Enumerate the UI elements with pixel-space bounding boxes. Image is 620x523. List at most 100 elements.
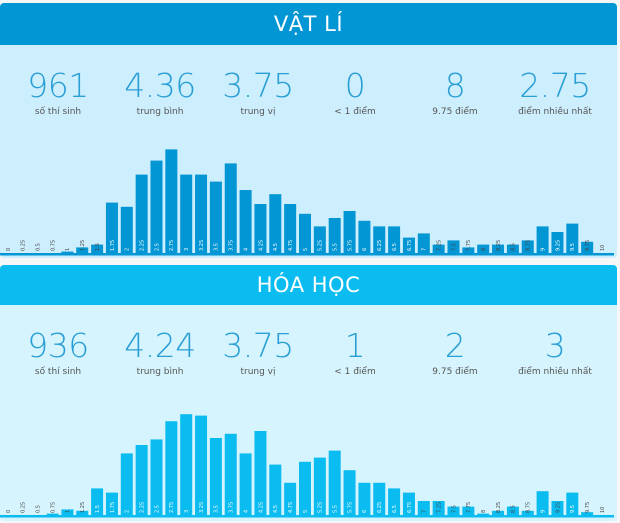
bar-4.75 (284, 482, 297, 515)
stats-row: 936 số thí sinh 4.24 trung bình 3.75 trung … (0, 305, 617, 395)
tick-label: 3.75 (229, 502, 235, 513)
stat-candidates: 961 số thí sinh (3, 67, 113, 118)
tick-label: 3 (184, 510, 190, 513)
stat-candidates: 936 số thí sinh (3, 326, 113, 378)
tick-label: 4.5 (273, 243, 279, 251)
tick-label: 9.25 (555, 240, 561, 251)
tick-label: 2.5 (154, 243, 160, 251)
tick-label: 1.5 (95, 505, 101, 513)
tick-label: 2 (125, 510, 131, 513)
bar-7.75 (462, 247, 475, 253)
tick-label: 0.5 (36, 505, 42, 513)
stat-value: 3.75 (222, 66, 294, 105)
stat-mode: 3 điểm nhiều nhất (500, 326, 610, 378)
tick-label: 6.25 (377, 240, 383, 251)
tick-label: 9 (540, 510, 546, 513)
tick-label: 0.25 (21, 240, 27, 251)
stat-label: trung vị (240, 367, 276, 377)
bar-8.75 (521, 510, 534, 515)
tick-label: 1 (65, 248, 71, 251)
bar-3 (180, 174, 193, 253)
histogram-chemistry: 0 0.25 0.5 0.75 1 1.25 1.5 1.75 2 2.25 2.5 2.75 3 3.2… (0, 414, 614, 518)
stat-value: 3 (544, 326, 566, 365)
bar-5.5 (328, 450, 341, 515)
stat-label: < 1 điểm (334, 367, 376, 377)
stat-label: trung vị (240, 107, 276, 117)
bar-3.25 (195, 415, 208, 515)
bar-6 (358, 482, 371, 515)
bar-8 (477, 244, 490, 253)
bar-7.75 (462, 506, 475, 515)
tick-label: 2 (125, 248, 131, 251)
tick-label: 5.25 (318, 502, 324, 513)
stat-value: 2 (444, 326, 466, 365)
stat-value: 0 (344, 66, 366, 105)
bar-8.75 (521, 240, 534, 253)
bar-4.25 (254, 431, 267, 515)
stat-975: 2 9.75 điểm (400, 326, 510, 378)
tick-label: 1.5 (95, 243, 101, 251)
tick-label: 8.5 (511, 243, 517, 251)
tick-label: 3.25 (199, 502, 205, 513)
tick-label: 0.5 (36, 243, 42, 251)
stat-label: số thí sinh (34, 107, 82, 117)
tick-label: 6.75 (407, 240, 413, 251)
bar-3.5 (209, 438, 222, 515)
tick-label: 4.25 (258, 502, 264, 513)
bar-5.25 (313, 226, 326, 253)
stat-value: 936 (27, 326, 89, 365)
bar-3.75 (224, 163, 237, 253)
tick-label: 7.5 (451, 505, 457, 513)
tick-label: 8 (481, 510, 487, 513)
panel-title: VẬT LÍ (0, 3, 617, 45)
bar-8.5 (506, 506, 519, 515)
tick-label: 0.25 (21, 502, 27, 513)
tick-label: 1.75 (110, 502, 116, 513)
bar-5.75 (343, 211, 356, 253)
tick-label: 6 (362, 248, 368, 251)
physics-panel: VẬT LÍ 961 số thí sinh 4.36 trung bình 3.7… (0, 3, 617, 258)
histogram-physics: 0 0.25 0.5 0.75 1 1.25 1.5 1.75 2 2.25 2.5 2.75 3 3.2… (0, 149, 614, 256)
stat-label: số thí sinh (34, 367, 82, 377)
stat-label: trung bình (136, 107, 184, 117)
bar-1.25 (76, 510, 89, 515)
bar-7.5 (447, 506, 460, 515)
tick-label: 6.75 (407, 502, 413, 513)
stat-median: 3.75 trung vị (203, 326, 313, 378)
tick-label: 6.5 (392, 243, 398, 251)
tick-label: 8.5 (511, 505, 517, 513)
bar-1 (61, 251, 74, 253)
bar-5.5 (328, 218, 341, 253)
stat-below-1: 0 < 1 điểm (300, 66, 410, 118)
x-axis-line (0, 253, 614, 256)
bar-6.5 (388, 226, 401, 253)
bar-2.5 (150, 160, 163, 253)
tick-label: 4.75 (288, 240, 294, 251)
bar-5.25 (313, 457, 326, 515)
bar-5 (299, 461, 311, 515)
bar-6.25 (373, 482, 386, 515)
bar-4.5 (269, 464, 282, 515)
tick-label: 6.5 (392, 505, 398, 513)
bar-9.75 (581, 512, 594, 515)
tick-label: 9.75 (585, 502, 591, 513)
stat-value: 4.24 (124, 326, 196, 365)
tick-label: 2.25 (139, 502, 145, 513)
tick-label: 4.25 (258, 240, 264, 251)
stats-row: 961 số thí sinh 4.36 trung bình 3.75 trung … (0, 45, 617, 135)
bar-9.5 (566, 492, 579, 515)
bar-6.75 (402, 237, 415, 253)
tick-label: 6 (362, 510, 368, 513)
bar-9.25 (551, 501, 564, 515)
stat-label: trung bình (136, 367, 184, 377)
bar-2.25 (135, 445, 148, 515)
bar-2 (120, 206, 133, 253)
stat-below-1: 1 < 1 điểm (300, 327, 410, 378)
chemistry-panel: HÓA HỌC 936 số thí sinh 4.24 trung bình 3.… (0, 265, 617, 521)
bar-7.25 (432, 501, 445, 515)
tick-label: 3.75 (229, 240, 235, 251)
tick-label: 5.25 (318, 240, 324, 251)
bar-4.25 (254, 204, 267, 253)
stat-value: 3.75 (222, 326, 294, 365)
bar-6.25 (373, 226, 386, 253)
